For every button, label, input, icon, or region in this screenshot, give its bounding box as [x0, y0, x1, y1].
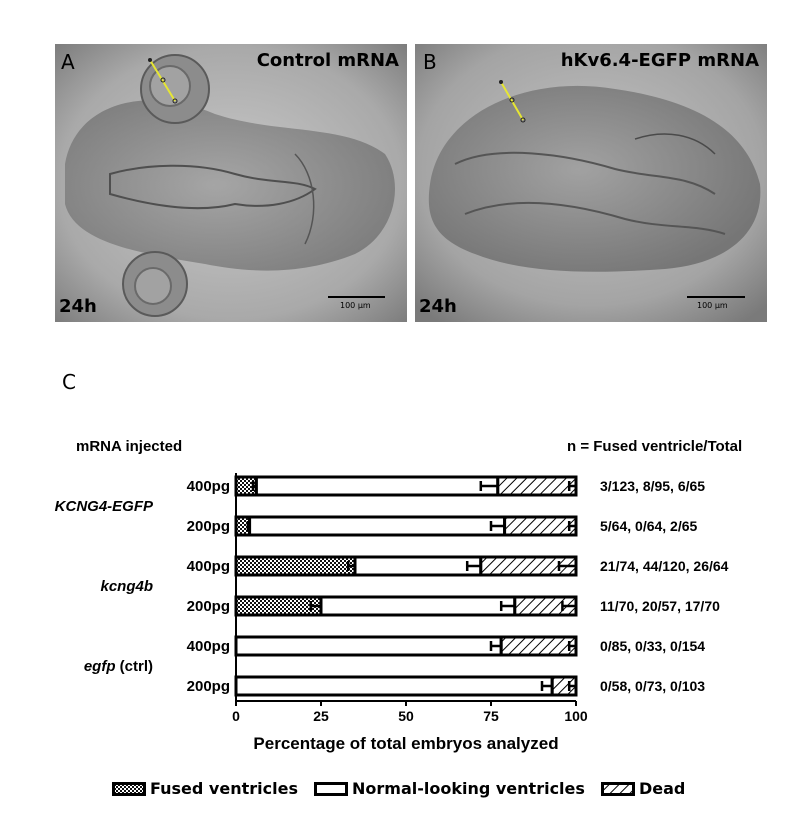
- n-header: n = Fused ventricle/Total: [567, 438, 742, 455]
- group-label-2: egfp (ctrl): [84, 658, 153, 675]
- panel-c-letter: C: [62, 370, 76, 394]
- group-label-1: kcng4b: [100, 578, 153, 595]
- category-label-row2: 400pg: [187, 558, 230, 575]
- bar-white-row0: [254, 475, 500, 497]
- legend-label-normal: Normal-looking ventricles: [352, 779, 585, 798]
- group-header: mRNA injected: [76, 438, 182, 455]
- category-label-row1: 200pg: [187, 518, 230, 535]
- bar-hatch-row0: [496, 475, 578, 497]
- legend-item-fused: Fused ventricles: [112, 779, 298, 798]
- panel-b-letter: B: [423, 50, 437, 74]
- n-value-row3: 11/70, 20/57, 17/70: [600, 598, 720, 614]
- legend-swatch-fused: [112, 781, 146, 796]
- group-label-0: KCNG4-EGFP: [55, 498, 154, 515]
- micrograph-panel-a: A Control mRNA 24h 100 µm: [55, 44, 407, 322]
- x-tick-label-3: 75: [483, 708, 499, 724]
- category-label-row3: 200pg: [187, 598, 230, 615]
- panel-b-time: 24h: [419, 296, 457, 317]
- category-label-row0: 400pg: [187, 478, 230, 495]
- panel-a-title: Control mRNA: [256, 50, 399, 71]
- stacked-bar-chart: mRNA injected n = Fused ventricle/Total …: [55, 438, 743, 753]
- x-tick-label-0: 0: [232, 708, 240, 724]
- panel-a-scale-label: 100 µm: [340, 301, 371, 310]
- x-tick-label-1: 25: [313, 708, 329, 724]
- x-tick-label-4: 100: [564, 708, 588, 724]
- micrograph-image-b: [415, 44, 767, 322]
- n-value-row0: 3/123, 8/95, 6/65: [600, 478, 705, 494]
- legend-label-dead: Dead: [639, 779, 686, 798]
- panel-b-title: hKv6.4-EGFP mRNA: [560, 50, 759, 71]
- legend-swatch-dead: [601, 781, 635, 796]
- category-label-row4: 400pg: [187, 638, 230, 655]
- legend-label-fused: Fused ventricles: [150, 779, 298, 798]
- bar-checker-row2: [234, 555, 357, 577]
- n-value-row5: 0/58, 0/73, 0/103: [600, 678, 705, 694]
- panel-b-scale-label: 100 µm: [697, 301, 728, 310]
- x-axis-label: Percentage of total embryos analyzed: [253, 734, 558, 753]
- legend-swatch-normal: [314, 781, 348, 796]
- bar-white-row5: [234, 675, 554, 697]
- panel-a-letter: A: [61, 50, 75, 74]
- legend-item-normal: Normal-looking ventricles: [314, 779, 585, 798]
- bar-hatch-row1: [503, 515, 578, 537]
- n-value-row1: 5/64, 0/64, 2/65: [600, 518, 698, 534]
- panel-a-time: 24h: [59, 296, 97, 317]
- x-tick-label-2: 50: [398, 708, 414, 724]
- category-label-row5: 200pg: [187, 678, 230, 695]
- micrograph-panel-b: B hKv6.4-EGFP mRNA 24h 100 µm: [415, 44, 767, 322]
- chart-legend: Fused ventricles Normal-looking ventricl…: [0, 777, 799, 803]
- legend-item-dead: Dead: [601, 779, 685, 798]
- bar-checker-row3: [234, 595, 323, 617]
- bar-white-row4: [234, 635, 503, 657]
- bar-white-row2: [353, 555, 483, 577]
- bar-hatch-row4: [499, 635, 578, 657]
- micrograph-image-a: [55, 44, 407, 322]
- bar-white-row1: [248, 515, 507, 537]
- n-value-row4: 0/85, 0/33, 0/154: [600, 638, 705, 654]
- bar-white-row3: [319, 595, 517, 617]
- n-value-row2: 21/74, 44/120, 26/64: [600, 558, 729, 574]
